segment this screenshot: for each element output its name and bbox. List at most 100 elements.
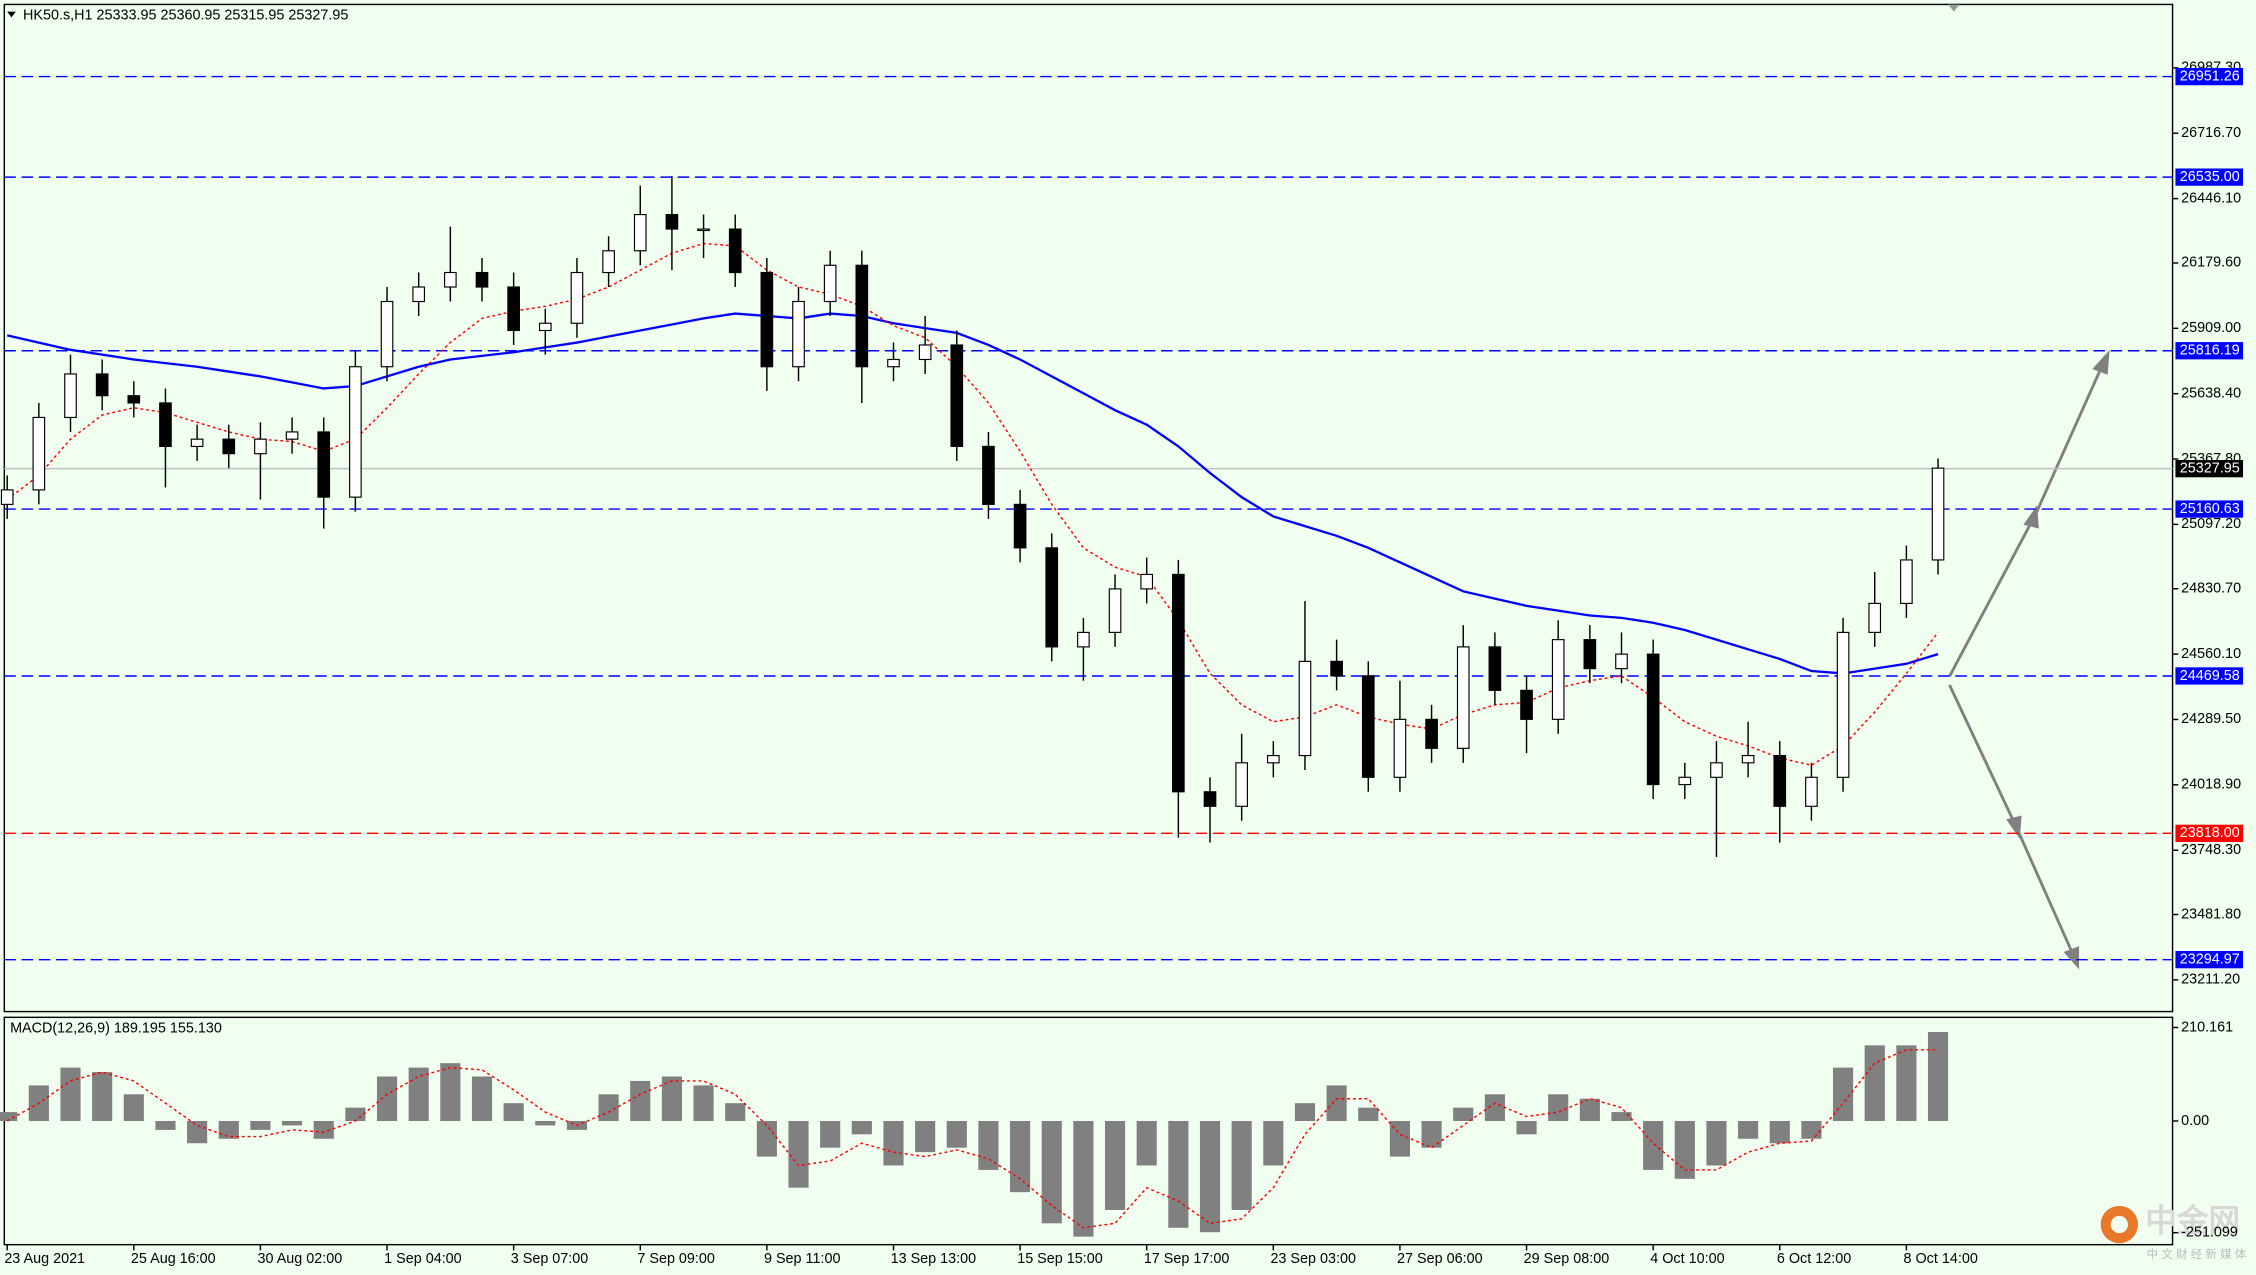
arrow-up-1 — [1948, 513, 2038, 678]
macd-bar — [1674, 1120, 1695, 1179]
candle-body — [728, 228, 742, 274]
candle-body — [1488, 646, 1502, 691]
candle-body — [254, 438, 267, 455]
macd-bar — [756, 1120, 777, 1157]
macd-bar — [1231, 1120, 1252, 1210]
macd-bar — [471, 1076, 493, 1121]
candle-body — [1868, 602, 1882, 633]
y-tick-label: 210.161 — [2181, 1019, 2233, 1035]
x-tick-label: 4 Oct 10:00 — [1650, 1251, 1724, 1267]
macd-bar — [1484, 1094, 1505, 1121]
y-tick-label: 25638.40 — [2181, 385, 2241, 401]
candle-body — [1931, 467, 1945, 561]
candle-body — [1741, 754, 1755, 764]
macd-bar — [313, 1120, 334, 1139]
macd-bar — [250, 1120, 271, 1130]
candle-body — [1425, 718, 1438, 749]
arrow-up-2 — [2034, 362, 2105, 515]
y-tick-label: 25097.20 — [2181, 516, 2241, 532]
macd-panel-frame — [3, 1016, 2174, 1246]
macd-bar — [187, 1120, 208, 1144]
watermark-logo-inner — [2110, 1215, 2128, 1234]
candle-body — [760, 271, 774, 368]
candle-body — [380, 300, 394, 368]
macd-bar — [1136, 1120, 1157, 1166]
candle-body — [697, 228, 710, 232]
macd-bar — [1643, 1120, 1664, 1170]
macd-bar — [0, 1112, 18, 1121]
x-tick-label: 1 Sep 04:00 — [384, 1251, 462, 1267]
y-tick-label: 24289.50 — [2181, 711, 2241, 727]
y-tick-label: 25909.00 — [2181, 320, 2241, 336]
macd-bar — [440, 1063, 461, 1121]
y-tick-label: 0.00 — [2181, 1113, 2209, 1129]
candle-body — [1805, 776, 1818, 807]
level-label-box — [2175, 951, 2244, 969]
candle-body — [317, 431, 331, 498]
candle-body — [633, 213, 647, 252]
x-tick-label: 9 Sep 11:00 — [764, 1251, 840, 1267]
candle-body — [1172, 573, 1185, 793]
y-tick-label: 23481.80 — [2181, 906, 2241, 922]
x-tick-label: 17 Sep 17:00 — [1144, 1251, 1230, 1267]
candle-body — [918, 344, 932, 361]
macd-bar — [788, 1120, 809, 1188]
candle-body — [412, 286, 426, 303]
macd-bar — [155, 1120, 176, 1130]
macd-bar — [1738, 1120, 1759, 1139]
candle-body — [1361, 675, 1375, 778]
macd-bar — [1358, 1107, 1379, 1121]
y-tick-label: 24560.10 — [2181, 646, 2241, 662]
macd-bar — [598, 1094, 619, 1121]
macd-bar — [1326, 1085, 1347, 1121]
candle-body — [665, 213, 679, 230]
candle-body — [1013, 503, 1027, 549]
macd-bar — [123, 1094, 144, 1121]
macd-bar — [1073, 1120, 1094, 1237]
macd-bar — [883, 1120, 904, 1166]
candle-body — [792, 300, 805, 368]
x-tick-label: 3 Sep 07:00 — [511, 1251, 589, 1267]
macd-bar — [661, 1076, 682, 1121]
candle-body — [855, 264, 869, 368]
candle-body — [285, 431, 299, 440]
macd-bar — [535, 1120, 556, 1126]
candle-body — [1615, 653, 1628, 670]
level-label-box — [2175, 342, 2244, 360]
last-price-box — [2175, 460, 2244, 478]
x-tick-label: 8 Oct 14:00 — [1904, 1251, 1978, 1267]
macd-bar — [1611, 1112, 1632, 1121]
moving-average — [6, 312, 1939, 675]
candle-body — [1551, 639, 1565, 720]
projection-arrows — [1948, 349, 2110, 970]
macd-bar — [915, 1120, 936, 1153]
x-tick-label: 23 Sep 03:00 — [1270, 1251, 1356, 1267]
candle-body — [1836, 631, 1850, 778]
shift-marker — [1948, 4, 1960, 12]
candle-body — [507, 286, 520, 332]
level-label: 25816.19 — [2180, 343, 2240, 359]
candle-body — [538, 322, 552, 332]
candle-body — [32, 416, 46, 491]
candle-body — [1330, 660, 1343, 677]
macd-bar — [1801, 1120, 1822, 1139]
macd-bar — [1168, 1120, 1189, 1228]
candle-body — [1077, 631, 1090, 648]
candle-body — [127, 395, 141, 404]
candle-body — [0, 489, 14, 505]
candle-body — [222, 438, 236, 455]
level-label-box — [2175, 67, 2244, 86]
chart-title: HK50.s,H1 25333.95 25360.95 25315.95 253… — [23, 8, 348, 24]
macd-bar — [1041, 1120, 1062, 1224]
candle-body — [1900, 559, 1913, 604]
macd-bar — [345, 1107, 366, 1121]
x-tick-label: 6 Oct 12:00 — [1777, 1251, 1851, 1267]
candle-body — [1678, 776, 1692, 786]
y-tick-label: 23211.20 — [2181, 972, 2240, 988]
candle-body — [159, 402, 172, 447]
macd-bar — [851, 1120, 872, 1135]
candle-body — [1045, 547, 1059, 648]
macd-bar — [693, 1085, 714, 1121]
